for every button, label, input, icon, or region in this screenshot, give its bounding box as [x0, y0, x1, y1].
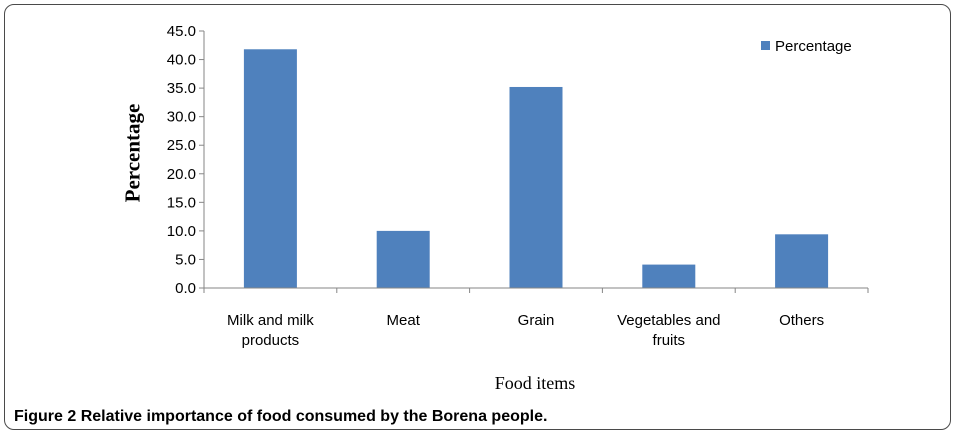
caption-label: Figure 2	[14, 408, 77, 425]
y-axis-ticks: 0.0 5.0 10.0 15.0 20.0 25.0 30.0 35.0 40.0 45.0	[167, 23, 204, 297]
x-tick-label: Milk and milk products	[227, 312, 314, 349]
y-tick-label: 20.0	[167, 166, 196, 183]
bars	[243, 49, 829, 288]
y-axis-label: Percentage	[120, 104, 144, 203]
y-tick-label: 5.0	[175, 251, 196, 268]
y-tick-label: 15.0	[167, 194, 196, 211]
y-tick-label: 35.0	[167, 80, 196, 97]
y-tick-label: 25.0	[167, 137, 196, 154]
bar-chart: 0.0 5.0 10.0 15.0 20.0 25.0 30.0 35.0 40.0 45.0 M…	[120, 23, 869, 393]
y-tick-label: 10.0	[167, 223, 196, 240]
bar	[376, 230, 430, 288]
figure-caption: Figure 2 Relative importance of food con…	[14, 408, 547, 426]
legend-swatch	[761, 41, 770, 50]
y-tick-label: 0.0	[175, 280, 196, 297]
x-axis-label: Food items	[495, 373, 576, 393]
x-tick-label: Others	[779, 312, 824, 329]
y-tick-label: 45.0	[167, 23, 196, 40]
legend: Percentage	[761, 38, 852, 55]
y-tick-label: 30.0	[167, 109, 196, 126]
y-tick-label: 40.0	[167, 52, 196, 69]
bar	[243, 49, 297, 288]
x-axis-ticks	[203, 288, 869, 293]
bar	[775, 234, 829, 288]
legend-label: Percentage	[775, 38, 852, 55]
x-tick-label: Grain	[518, 312, 555, 329]
caption-text: Relative importance of food consumed by …	[80, 408, 548, 425]
bar	[642, 264, 696, 288]
x-tick-label: Meat	[387, 312, 421, 329]
x-tick-label: Vegetables and fruits	[617, 312, 720, 349]
figure-frame	[4, 4, 951, 430]
bar	[509, 86, 563, 288]
category-labels: Milk and milk products Meat Grain Vegetables…	[227, 312, 824, 349]
